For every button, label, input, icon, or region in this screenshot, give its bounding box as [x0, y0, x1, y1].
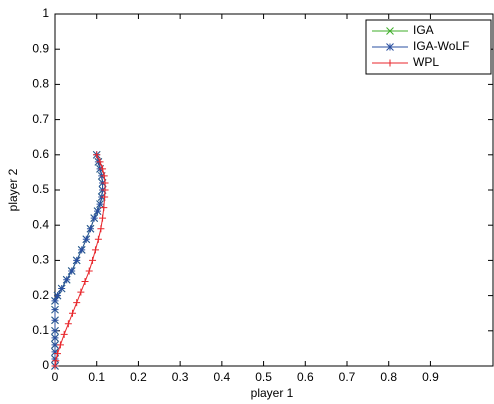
- legend-marker: [386, 43, 394, 51]
- data-point: [62, 275, 71, 284]
- data-point: [99, 214, 107, 222]
- y-tick-label: 0.6: [32, 147, 49, 161]
- data-point: [64, 320, 72, 328]
- data-point: [69, 309, 77, 317]
- data-point: [57, 284, 66, 293]
- x-tick-label: 0.8: [380, 370, 397, 384]
- data-point: [97, 225, 105, 233]
- x-tick-label: 0: [52, 370, 59, 384]
- data-point: [94, 235, 102, 243]
- data-point: [51, 341, 59, 349]
- y-tick-label: 1: [42, 6, 49, 20]
- legend-marker: [386, 27, 394, 35]
- data-point: [51, 305, 59, 314]
- data-point: [51, 355, 59, 363]
- data-point: [101, 186, 109, 194]
- data-point: [89, 256, 97, 264]
- y-tick-label: 0.2: [32, 288, 49, 302]
- x-tick-label: 0.9: [422, 370, 439, 384]
- data-point: [54, 350, 62, 358]
- data-point: [90, 214, 99, 223]
- y-tick-label: 0.5: [32, 182, 49, 196]
- x-tick-label: 0.5: [255, 370, 272, 384]
- legend-label: IGA-WoLF: [413, 39, 469, 53]
- y-tick-label: 0.1: [32, 323, 49, 337]
- x-tick-label: 0.6: [297, 370, 314, 384]
- data-point: [60, 330, 68, 338]
- y-tick-label: 0: [42, 358, 49, 372]
- x-tick-label: 0.7: [339, 370, 356, 384]
- data-point: [91, 246, 99, 254]
- data-point: [82, 235, 91, 244]
- data-point: [51, 326, 59, 335]
- data-point: [100, 172, 108, 180]
- data-point: [51, 333, 59, 342]
- data-point: [67, 267, 76, 275]
- x-tick-label: 0.4: [214, 370, 231, 384]
- y-tick-label: 0.3: [32, 253, 49, 267]
- data-point: [86, 224, 95, 233]
- data-point: [52, 357, 60, 365]
- x-axis-label: player 1: [251, 386, 294, 400]
- data-point: [73, 299, 81, 307]
- data-point: [100, 204, 108, 212]
- x-tick-label: 0.1: [88, 370, 105, 384]
- data-point: [56, 341, 64, 349]
- data-point: [93, 207, 102, 215]
- data-point: [51, 297, 59, 305]
- data-point: [96, 200, 104, 208]
- y-axis-label: player 2: [6, 168, 20, 211]
- data-point: [51, 362, 59, 370]
- data-point: [85, 267, 93, 275]
- y-tick-label: 0.7: [32, 112, 49, 126]
- data-point: [51, 348, 59, 356]
- y-tick-label: 0.8: [32, 77, 49, 91]
- data-point: [77, 288, 85, 296]
- data-point: [72, 256, 81, 265]
- y-tick-label: 0.9: [32, 41, 49, 55]
- x-tick-label: 0.3: [172, 370, 189, 384]
- data-point: [53, 291, 62, 300]
- data-point: [81, 278, 89, 286]
- data-point: [93, 151, 101, 159]
- x-tick-label: 0.2: [130, 370, 147, 384]
- data-point: [101, 193, 109, 201]
- data-point: [96, 158, 104, 166]
- data-point: [77, 245, 86, 254]
- legend-label: IGA: [413, 23, 434, 37]
- legend-label: WPL: [413, 55, 439, 69]
- legend-marker: [386, 59, 394, 67]
- y-tick-label: 0.4: [32, 217, 49, 231]
- data-point: [51, 316, 59, 325]
- data-point: [99, 165, 107, 173]
- data-point: [101, 179, 109, 187]
